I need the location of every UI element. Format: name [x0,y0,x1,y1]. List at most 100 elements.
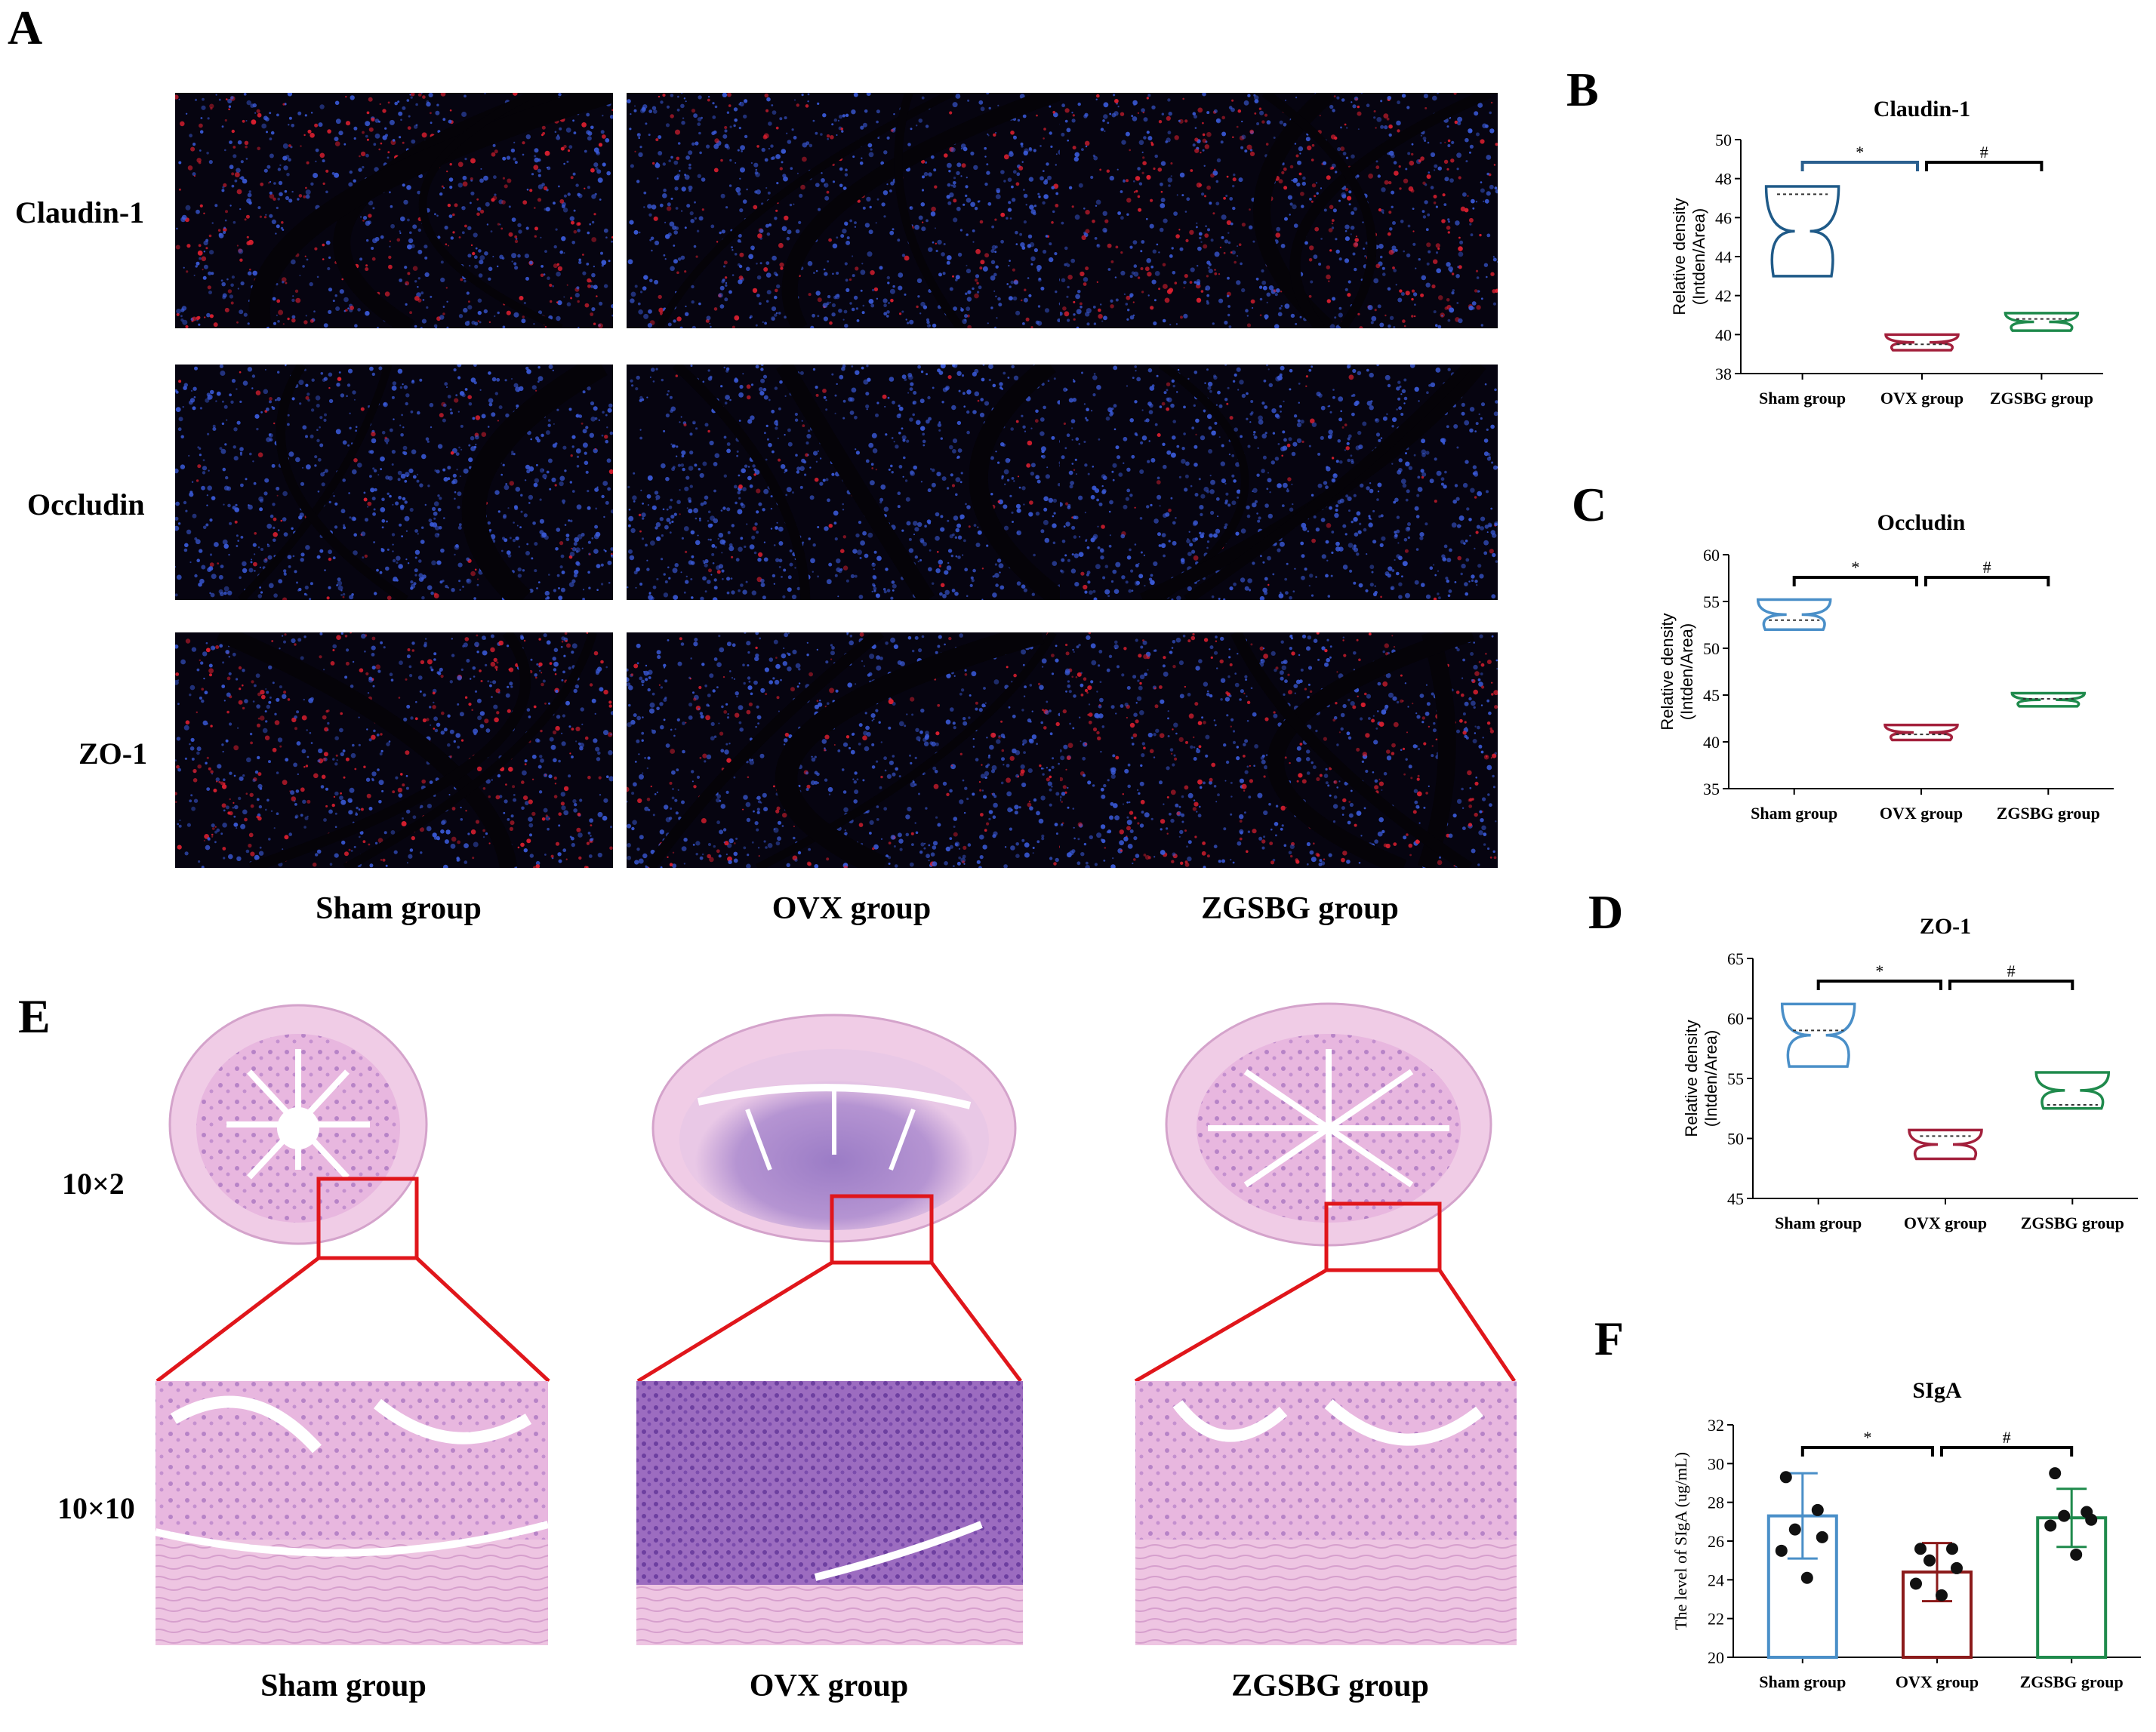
fluorescence-image-claudin-1-sham [175,93,613,328]
y-tick-label: 60 [1727,1010,1744,1029]
x-tick-label: OVX group [1880,804,1963,823]
panel-letter-f: F [1594,1312,1624,1365]
y-tick-label: 50 [1727,1130,1744,1149]
x-tick-label: Sham group [1759,1672,1846,1691]
data-point [2044,1519,2056,1531]
panel-letter-d: D [1588,885,1623,939]
panel-e-group-sham: Sham group [117,1668,570,1704]
violin-ovx-group [1886,334,1958,350]
fluorescence-image-occludin-ovx [627,365,1064,600]
histology-figure [0,981,1525,1660]
violin-zgsbg-group [2036,1072,2108,1109]
y-tick-label: 20 [1708,1648,1724,1667]
sham-high-mag-image [156,1381,548,1645]
data-point [1789,1524,1801,1536]
data-point [2058,1510,2070,1522]
zgsbg-high-mag-image [1135,1381,1517,1645]
y-axis-label: Relative density(Intden/Area) [1658,613,1696,730]
row-label-zo1: ZO-1 [79,736,147,771]
panel-a-group-ovx: OVX group [625,891,1078,927]
y-tick-label: 45 [1727,1189,1744,1208]
data-point [1914,1543,1927,1555]
panel-a-letter: A [8,0,42,56]
fluorescence-image-zo-1-sham [175,632,613,868]
ovx-low-mag-section [653,1015,1015,1241]
significance-bracket [1803,1447,1933,1457]
fluorescence-image-occludin-sham [175,365,613,600]
y-tick-label: 32 [1708,1416,1724,1435]
y-tick-label: 40 [1715,325,1732,344]
y-axis-label: Relative density(Intden/Area) [1670,198,1708,315]
panel-a-group-zgsbg: ZGSBG group [1073,891,1526,927]
y-tick-label: 30 [1708,1454,1724,1473]
violin-zgsbg-group [2005,313,2077,331]
significance-label: * [1851,558,1859,577]
y-tick-label: 60 [1703,546,1720,565]
significance-label: * [1875,961,1883,980]
x-tick-label: ZGSBG group [1997,804,2100,823]
sham-low-mag-section [170,1005,427,1244]
significance-label: # [2003,1428,2011,1447]
data-point [1910,1577,1922,1589]
significance-bracket [1819,981,1941,990]
row-label-occludin: Occludin [27,487,145,522]
data-point [1936,1589,1948,1601]
y-tick-label: 50 [1715,131,1732,149]
chart-title: Occludin [1877,510,1966,535]
y-tick-label: 46 [1715,208,1732,227]
fluorescence-image-zo-1-zgsbg [1060,632,1498,868]
y-axis-label: The level of SIgA (ug/mL) [1671,1452,1690,1630]
panel-a-group-sham: Sham group [172,891,625,927]
y-tick-label: 65 [1727,949,1744,968]
y-tick-label: 38 [1715,365,1732,383]
fluorescence-image-zo-1-ovx [627,632,1064,868]
significance-bracket [1950,981,2072,990]
fluorescence-image-claudin-1-zgsbg [1060,93,1498,328]
row-label-claudin: Claudin-1 [15,195,144,230]
x-tick-label: OVX group [1904,1214,1987,1232]
significance-label: * [1856,143,1864,162]
panel-letter-b: B [1566,63,1599,116]
y-tick-label: 55 [1727,1069,1744,1088]
data-point [1812,1504,1824,1516]
chart-title: ZO-1 [1920,914,1971,939]
significance-label: * [1863,1428,1871,1447]
x-tick-label: OVX group [1896,1672,1979,1691]
data-point [2070,1549,2082,1561]
y-tick-label: 45 [1703,686,1720,705]
y-tick-label: 26 [1708,1532,1724,1551]
data-point [1780,1471,1792,1483]
y-tick-label: 48 [1715,170,1732,189]
panel-letter-c: C [1572,478,1606,531]
significance-bracket [1927,162,2041,171]
violin-ovx-group [1909,1130,1982,1158]
violin-sham-group [1758,600,1831,630]
y-tick-label: 42 [1715,287,1732,306]
chart-title: SIgA [1912,1378,1961,1403]
significance-bracket [1803,162,1917,171]
zgsbg-low-mag-section [1166,1004,1491,1245]
data-point [1801,1572,1813,1584]
x-tick-label: Sham group [1751,804,1837,823]
y-tick-label: 55 [1703,592,1720,611]
y-tick-label: 24 [1708,1570,1724,1589]
significance-label: # [1980,143,1988,162]
data-point [1946,1543,1958,1555]
data-point [1951,1562,1963,1574]
y-tick-label: 35 [1703,780,1720,798]
y-tick-label: 40 [1703,733,1720,752]
fluorescence-image-claudin-1-ovx [627,93,1064,328]
data-point [1816,1531,1828,1543]
x-tick-label: OVX group [1880,389,1964,408]
significance-label: # [1983,558,1991,577]
violin-ovx-group [1885,725,1957,740]
chart-title: Claudin-1 [1874,97,1970,122]
panel-e-group-ovx: OVX group [602,1668,1055,1704]
data-point [1776,1545,1788,1557]
y-axis-label: Relative density(Intden/Area) [1682,1020,1720,1137]
violin-zgsbg-group [2012,694,2084,706]
x-tick-label: ZGSBG group [1990,389,2093,408]
significance-bracket [1794,577,1917,586]
zoom-connectors [157,1258,1514,1381]
